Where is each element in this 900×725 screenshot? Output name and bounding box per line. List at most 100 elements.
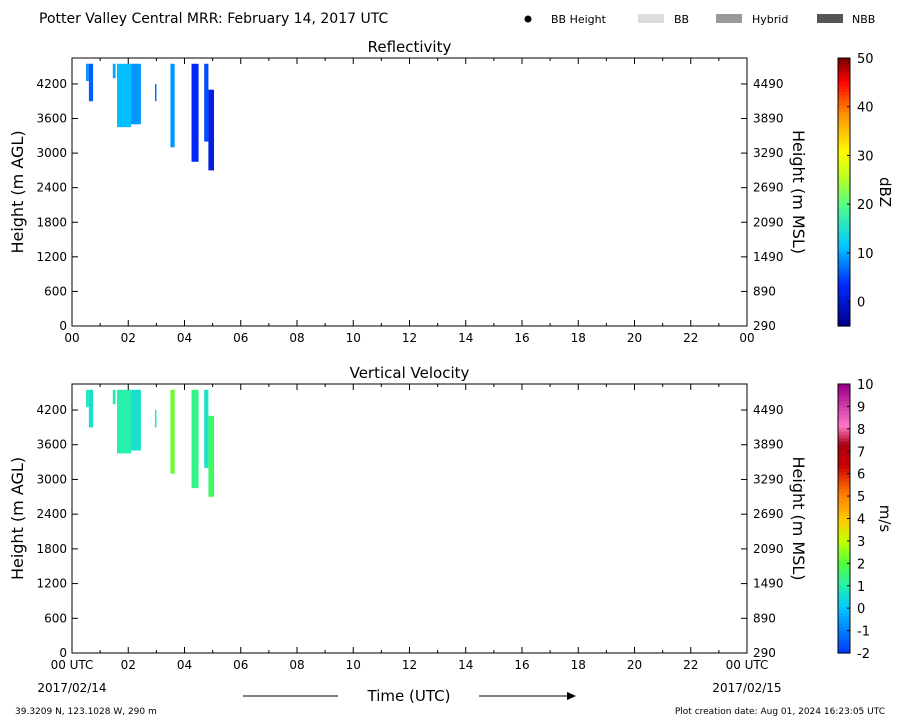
location-text: 39.3209 N, 123.1028 W, 290 m	[15, 707, 157, 717]
y2-tick-label: 1490	[753, 250, 784, 264]
colorbar-segment	[838, 151, 850, 156]
colorbar-segment	[838, 545, 850, 550]
x-tick-label: 00 UTC	[51, 658, 94, 672]
colorbar-segment	[838, 488, 850, 493]
colorbar-segment	[838, 269, 850, 273]
y-tick-label: 0	[59, 646, 67, 660]
x-tick-label: 04	[177, 658, 192, 672]
colorbar-segment	[838, 141, 850, 146]
colorbar-segment	[838, 427, 850, 432]
colorbar-segment	[838, 535, 850, 540]
y2-tick-label: 2690	[753, 507, 784, 521]
colorbar-segment	[838, 225, 850, 230]
colorbar-segment	[838, 548, 850, 553]
y-tick-label: 0	[59, 319, 67, 333]
colorbar-segment	[838, 468, 850, 473]
data-streak	[88, 63, 94, 102]
colorbar-segment	[838, 451, 850, 456]
colorbar-segment	[838, 158, 850, 163]
y2-tick-label: 4490	[753, 77, 784, 91]
colorbar-segment	[838, 94, 850, 99]
y2-tick-label: 2090	[753, 542, 784, 556]
y-tick-label: 3600	[36, 438, 67, 452]
colorbar-segment	[838, 302, 850, 307]
data-streak	[131, 63, 141, 125]
colorbar-segment	[838, 235, 850, 240]
data-streak	[208, 415, 215, 497]
colorbar-segment	[838, 582, 850, 587]
data-streak	[117, 63, 132, 128]
colorbar-segment	[838, 138, 850, 143]
colorbar-tick-label: 5	[857, 490, 865, 505]
nbb-swatch-icon	[817, 14, 843, 23]
colorbar-segment	[838, 255, 850, 260]
colorbar-segment	[838, 238, 850, 243]
colorbar-segment	[838, 114, 850, 119]
colorbar-segment	[838, 64, 850, 69]
end-date: 2017/02/15	[712, 681, 781, 695]
colorbar-segment	[838, 305, 850, 310]
y-axis-label: Height (m AGL)	[8, 457, 27, 580]
colorbar-segment	[838, 71, 850, 76]
colorbar-segment	[838, 602, 850, 607]
hybrid-swatch-icon	[716, 14, 742, 23]
colorbar-segment	[838, 528, 850, 533]
colorbar-segment	[838, 404, 850, 409]
y2-tick-label: 3890	[753, 438, 784, 452]
time-axis-label: Time (UTC)	[367, 687, 451, 705]
colorbar-segment	[838, 319, 850, 324]
colorbar-segment	[838, 605, 850, 610]
colorbar-segment	[838, 178, 850, 183]
x-tick-label: 00	[64, 331, 79, 345]
y2-tick-label: 2690	[753, 181, 784, 195]
colorbar-segment	[838, 431, 850, 436]
colorbar-segment	[838, 161, 850, 166]
colorbar-segment	[838, 262, 850, 267]
data-streak	[208, 89, 215, 171]
panel-title: Reflectivity	[368, 38, 452, 56]
arrow-head-icon	[567, 692, 576, 700]
colorbar-segment	[838, 464, 850, 469]
y-tick-label: 1200	[36, 250, 67, 264]
x-tick-label: 10	[346, 658, 361, 672]
x-tick-label: 08	[289, 658, 304, 672]
colorbar-segment	[838, 205, 850, 210]
data-streak	[131, 389, 141, 451]
colorbar-segment	[838, 78, 850, 83]
colorbar-segment	[838, 572, 850, 577]
y-tick-label: 3000	[36, 472, 67, 486]
colorbar-segment	[838, 589, 850, 594]
colorbar-segment	[838, 461, 850, 466]
y2-tick-label: 3890	[753, 112, 784, 126]
y-tick-label: 2400	[36, 507, 67, 521]
colorbar-tick-label: 0	[857, 296, 865, 311]
colorbar-segment	[838, 275, 850, 280]
x-tick-label: 00 UTC	[726, 658, 769, 672]
colorbar-segment	[838, 454, 850, 459]
colorbar-tick-label: 2	[857, 557, 865, 572]
colorbar-segment	[838, 642, 850, 647]
colorbar-segment	[838, 312, 850, 317]
colorbar-segment	[838, 609, 850, 614]
colorbar-segment	[838, 181, 850, 186]
colorbar-segment	[838, 616, 850, 620]
colorbar-segment	[838, 407, 850, 412]
colorbar-segment	[838, 58, 850, 62]
colorbar-segment	[838, 121, 850, 126]
colorbar-segment	[838, 511, 850, 516]
creation-date: Plot creation date: Aug 01, 2024 16:23:0…	[675, 707, 885, 717]
colorbar-segment	[838, 457, 850, 462]
colorbar-segment	[838, 322, 850, 327]
colorbar-segment	[838, 414, 850, 419]
colorbar-segment	[838, 474, 850, 479]
colorbar-segment	[838, 252, 850, 257]
panel-title: Vertical Velocity	[350, 364, 470, 382]
x-tick-label: 06	[233, 331, 248, 345]
colorbar-segment	[838, 424, 850, 429]
colorbar-segment	[838, 309, 850, 314]
colorbar-segment	[838, 397, 850, 402]
colorbar-segment	[838, 417, 850, 422]
y-tick-label: 1800	[36, 215, 67, 229]
colorbar-segment	[838, 198, 850, 203]
